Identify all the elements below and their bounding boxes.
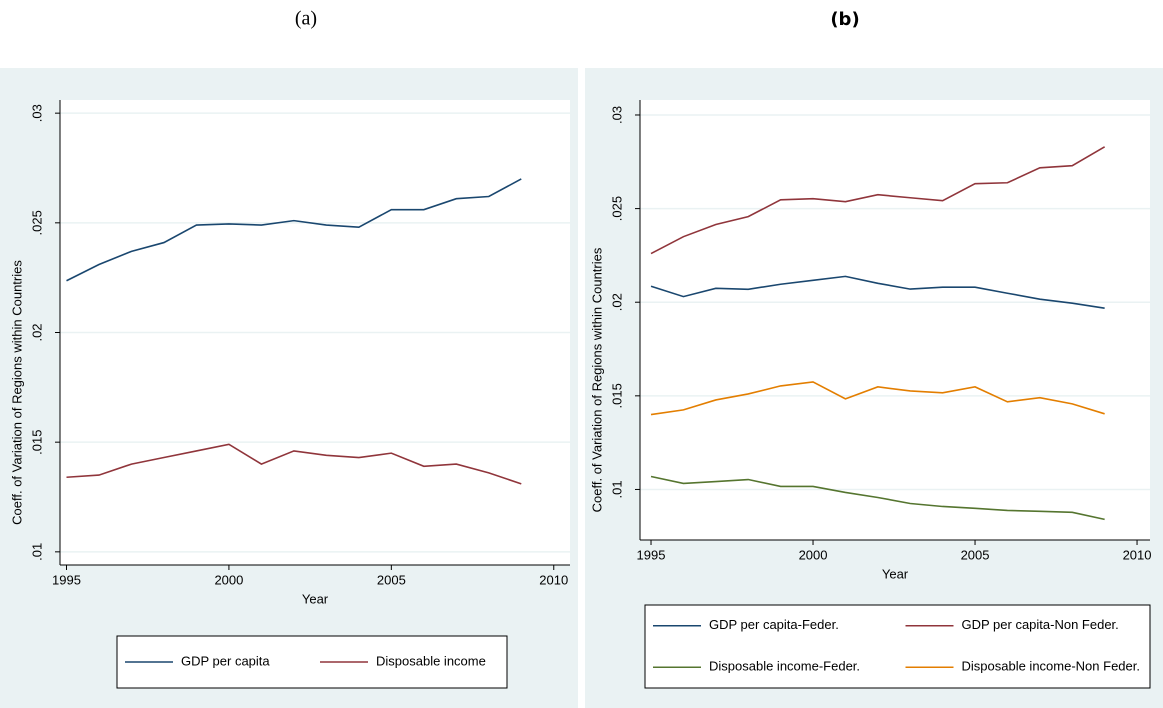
data-line — [66, 178, 522, 282]
y-tick-label: .03 — [609, 106, 624, 124]
y-tick-label: .01 — [29, 543, 44, 561]
panel-title: (a) — [295, 8, 317, 30]
y-axis-label: Coeff. of Variation of Regions within Co… — [589, 247, 604, 512]
legend-label: GDP per capita — [181, 653, 270, 668]
legend-box — [644, 604, 1151, 689]
y-tick-label: .015 — [29, 430, 44, 455]
x-tick-label: 1995 — [52, 572, 81, 587]
data-line — [650, 275, 1105, 309]
y-tick-label: .01 — [609, 480, 624, 498]
legend-label: GDP per capita-Feder. — [709, 617, 839, 632]
x-axis-label: Year — [882, 566, 909, 581]
y-tick-label: .02 — [29, 323, 44, 341]
legend-label: GDP per capita-Non Feder. — [962, 617, 1119, 632]
y-axis-label: Coeff. of Variation of Regions within Co… — [9, 260, 24, 525]
x-tick-label: 2005 — [377, 572, 406, 587]
data-line — [650, 146, 1106, 255]
x-tick-label: 2010 — [539, 572, 568, 587]
y-tick-label: .015 — [609, 383, 624, 408]
panel-title: (b) — [830, 9, 859, 30]
legend-box — [116, 635, 508, 689]
data-line — [66, 443, 522, 485]
x-tick-label: 2010 — [1123, 547, 1152, 562]
data-line — [650, 381, 1105, 416]
y-tick-label: .025 — [609, 196, 624, 221]
legend-label: Disposable income-Non Feder. — [962, 659, 1140, 674]
x-axis-label: Year — [302, 591, 329, 606]
x-tick-label: 2000 — [214, 572, 243, 587]
y-tick-label: .03 — [29, 104, 44, 122]
legend-label: Disposable income-Feder. — [709, 659, 860, 674]
y-tick-label: .02 — [609, 293, 624, 311]
plot-area — [640, 100, 1150, 540]
x-tick-label: 2000 — [799, 547, 828, 562]
y-tick-label: .025 — [29, 210, 44, 235]
legend-label: Disposable income — [376, 653, 486, 668]
data-line — [650, 475, 1105, 521]
x-tick-label: 2005 — [961, 547, 990, 562]
x-tick-label: 1995 — [637, 547, 666, 562]
